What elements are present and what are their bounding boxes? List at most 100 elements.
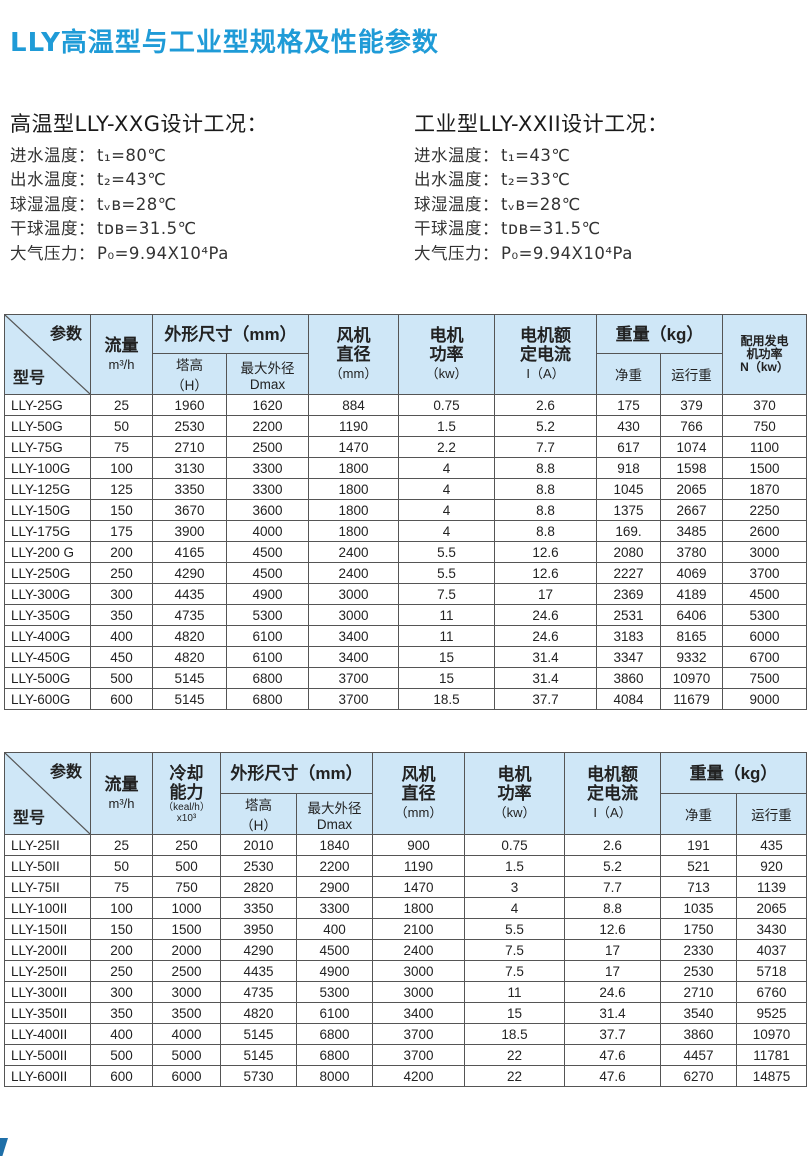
value-cell: 3400 [308,625,400,647]
value-cell: 6406 [660,604,724,626]
value-cell: 9000 [722,688,808,710]
value-cell: 3000 [722,541,808,563]
value-cell: 2330 [660,939,738,961]
condition-value: tᵥʙ=28℃ [501,194,581,214]
value-cell: 1190 [372,855,466,877]
value-cell: 7.5 [398,583,496,605]
value-cell: 3350 [152,478,227,500]
value-cell: 11679 [660,688,724,710]
value-cell: 4820 [152,646,227,668]
table-row: LLY-400G 400 4820 6100 3400 11 24.6 3183 8165 600… [4,625,808,647]
value-cell: 3350 [220,897,297,919]
value-cell: 3000 [308,604,400,626]
header-flow: 流量 m³/h [90,752,153,835]
header-dia-unit: Dmax [316,816,353,832]
condition-value: P₀=9.94X10⁴Pa [97,243,229,263]
value-cell: 3000 [372,960,466,982]
diagonal-line [5,315,90,394]
value-cell: 500 [152,855,221,877]
header-model: 型号 [13,810,46,827]
value-cell: 7.5 [464,939,566,961]
header-flow: 流量 m³/h [90,314,153,395]
header-flow-unit: m³/h [108,795,135,811]
header-height-unit: （H） [171,378,208,393]
header-fan-unit: （mm） [394,805,443,820]
value-cell: 191 [660,834,738,856]
value-cell: 100 [90,457,153,479]
value-cell: 3000 [308,583,400,605]
value-cell: 75 [90,876,153,898]
header-fan: 风机 直径 （mm） [372,752,466,835]
value-cell: 8.8 [494,478,598,500]
condition-label: 球湿温度： [414,194,499,214]
model-cell: LLY-250G [4,562,91,584]
condition-label: 干球温度： [10,219,95,239]
condition-label: 大气压力： [414,243,499,263]
value-cell: 4735 [152,604,227,626]
value-cell: 3700 [372,1023,466,1045]
value-cell: 18.5 [398,688,496,710]
value-cell: 6100 [295,1002,374,1024]
header-size: 外形尺寸（mm） [151,314,310,354]
value-cell: 7500 [722,667,808,689]
header-flow-label: 流量 [104,774,139,794]
condition-label: 进水温度： [414,146,499,165]
condition-label: 进水温度： [10,146,95,165]
value-cell: 2500 [225,436,310,458]
value-cell: 12.6 [494,562,598,584]
value-cell: 6760 [736,981,808,1003]
value-cell: 4820 [152,625,227,647]
model-cell: LLY-350II [4,1002,91,1024]
header-param: 参数 [49,326,82,343]
value-cell: 2.6 [494,394,598,416]
value-cell: 3300 [225,478,310,500]
value-cell: 3700 [308,688,400,710]
value-cell: 4200 [372,1065,466,1087]
table-row: LLY-400II 400 4000 5145 6800 3700 18.5 37.7 3860… [4,1023,808,1045]
model-cell: LLY-125G [4,478,91,500]
value-cell: 6000 [152,1065,221,1087]
header-height: 塔高 （H） [152,353,227,395]
value-cell: 2227 [596,562,662,584]
value-cell: 435 [736,834,808,856]
value-cell: 18.5 [464,1023,566,1045]
value-cell: 4820 [220,1002,297,1024]
value-cell: 4 [398,520,496,542]
value-cell: 920 [736,855,808,877]
header-diameter: 最大外径 Dmax [225,353,310,395]
value-cell: 400 [90,1023,153,1045]
value-cell: 350 [90,1002,153,1024]
value-cell: 1074 [660,436,724,458]
value-cell: 17 [494,583,598,605]
value-cell: 3000 [372,981,466,1003]
value-cell: 5145 [152,667,227,689]
model-cell: LLY-450G [4,646,91,668]
diagonal-line [5,753,90,834]
value-cell: 766 [660,415,724,437]
table-row: LLY-75II 75 750 2820 2900 1470 3 7.7 713 1139 [4,876,808,898]
header-dia-label: 最大外径 [307,800,362,816]
value-cell: 31.4 [494,646,598,668]
value-cell: 2.2 [398,436,496,458]
value-cell: 4 [398,478,496,500]
value-cell: 4037 [736,939,808,961]
condition-value: t₁=80℃ [97,146,167,165]
high-temp-conditions: 高温型LLY-XXG设计工况： 进水温度： t₁=80℃ 出水温度： t₂=43℃ … [10,108,400,266]
model-cell: LLY-100II [4,897,91,919]
value-cell: 2530 [152,415,227,437]
value-cell: 2.6 [564,834,662,856]
value-cell: 4000 [225,520,310,542]
header-fan-unit: （mm） [329,366,378,381]
value-cell: 0.75 [398,394,496,416]
header-dia-unit: Dmax [249,376,286,392]
condition-value: t₂=33℃ [501,170,571,190]
header-motor-label: 电机 [497,765,532,784]
value-cell: 1.5 [398,415,496,437]
header-param-model: 参数 型号 [4,314,91,395]
value-cell: 7.7 [494,436,598,458]
value-cell: 4165 [152,541,227,563]
value-cell: 2010 [220,834,297,856]
value-cell: 25 [90,394,153,416]
value-cell: 918 [596,457,662,479]
header-weight: 重量（kg） [660,752,808,794]
